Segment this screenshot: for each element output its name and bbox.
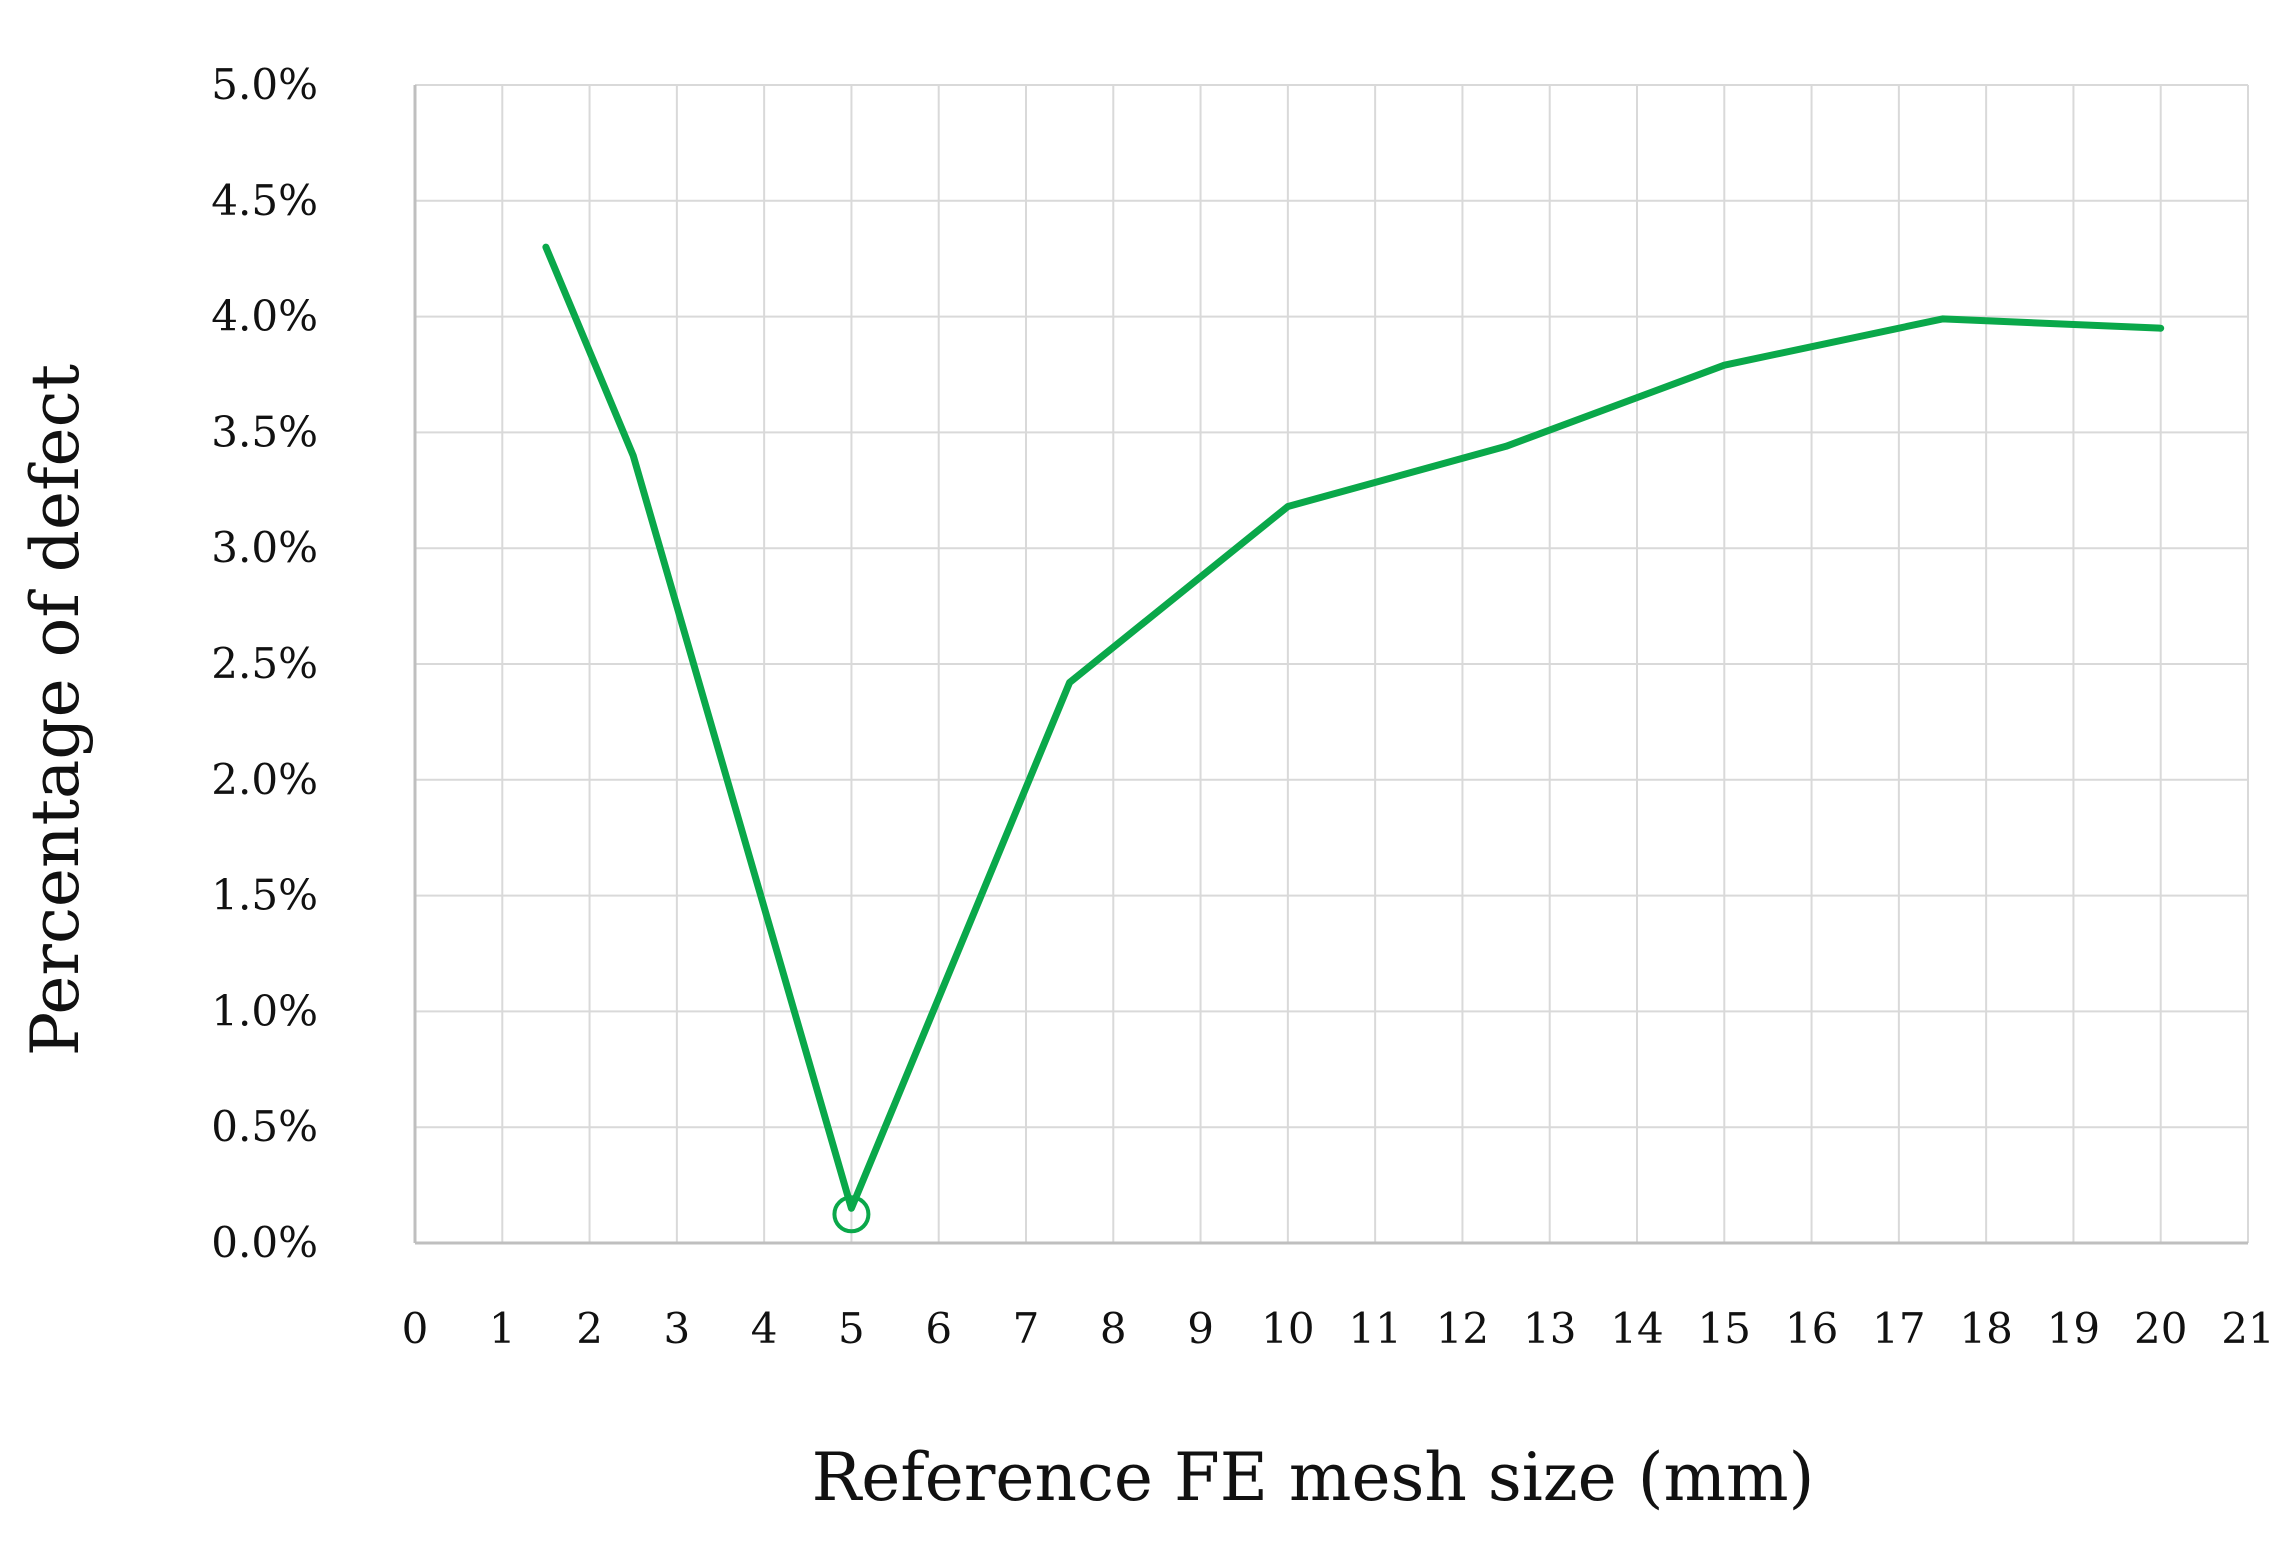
data-point <box>1939 315 1946 322</box>
data-point <box>1503 443 1510 450</box>
y-tick-label: 4.0% <box>211 292 318 341</box>
x-tick-label: 1 <box>489 1304 516 1353</box>
x-tick-label: 15 <box>1698 1304 1751 1353</box>
x-tick-label: 5 <box>838 1304 865 1353</box>
x-axis-title: Reference FE mesh size (mm) <box>812 1439 1815 1516</box>
x-tick-label: 19 <box>2047 1304 2100 1353</box>
x-tick-label: 2 <box>576 1304 603 1353</box>
y-axis-title: Percentage of defect <box>17 364 94 1056</box>
minimum-marker <box>832 1195 871 1234</box>
x-tick-label: 0 <box>402 1304 429 1353</box>
x-tick-label: 16 <box>1785 1304 1838 1353</box>
x-tick-label: 11 <box>1348 1304 1401 1353</box>
x-tick-label: 18 <box>1959 1304 2012 1353</box>
x-tick-label: 20 <box>2134 1304 2187 1353</box>
series-line <box>542 243 2165 1212</box>
y-tick-label: 5.0% <box>211 60 318 109</box>
y-tick-label: 2.0% <box>211 755 318 804</box>
data-point <box>2157 325 2164 332</box>
y-tick-label: 4.5% <box>211 176 318 225</box>
x-tick-labels: 0 1 2 3 4 5 6 7 8 9 10 11 12 13 14 15 16 17 18 19 20 21 <box>402 1304 2275 1353</box>
x-tick-label: 3 <box>663 1304 690 1353</box>
x-tick-label: 10 <box>1261 1304 1314 1353</box>
x-tick-label: 17 <box>1872 1304 1925 1353</box>
y-tick-label: 1.5% <box>211 871 318 920</box>
data-point <box>630 452 637 459</box>
x-tick-label: 12 <box>1436 1304 1489 1353</box>
y-tick-label: 0.0% <box>211 1218 318 1267</box>
y-tick-label: 3.0% <box>211 523 318 572</box>
y-tick-label: 3.5% <box>211 407 318 456</box>
grid <box>415 84 2249 1243</box>
y-tick-label: 1.0% <box>211 986 318 1035</box>
x-tick-label: 14 <box>1610 1304 1663 1353</box>
x-tick-label: 9 <box>1187 1304 1214 1353</box>
x-tick-label: 8 <box>1100 1304 1127 1353</box>
x-tick-label: 13 <box>1523 1304 1576 1353</box>
axes <box>413 85 2248 1245</box>
data-point <box>1066 679 1073 686</box>
y-tick-label: 0.5% <box>211 1102 318 1151</box>
x-tick-label: 7 <box>1013 1304 1040 1353</box>
y-tick-label: 2.5% <box>211 639 318 688</box>
y-tick-labels: 0.0% 0.5% 1.0% 1.5% 2.0% 2.5% 3.0% 3.5% 4.0% 4.5%… <box>211 60 318 1267</box>
data-point <box>542 244 549 251</box>
data-point <box>1721 362 1728 369</box>
series <box>542 243 2165 1234</box>
data-point <box>848 1205 855 1212</box>
x-tick-label: 6 <box>925 1304 952 1353</box>
data-point <box>1284 503 1291 510</box>
x-tick-label: 21 <box>2221 1304 2274 1353</box>
x-tick-label: 4 <box>751 1304 778 1353</box>
